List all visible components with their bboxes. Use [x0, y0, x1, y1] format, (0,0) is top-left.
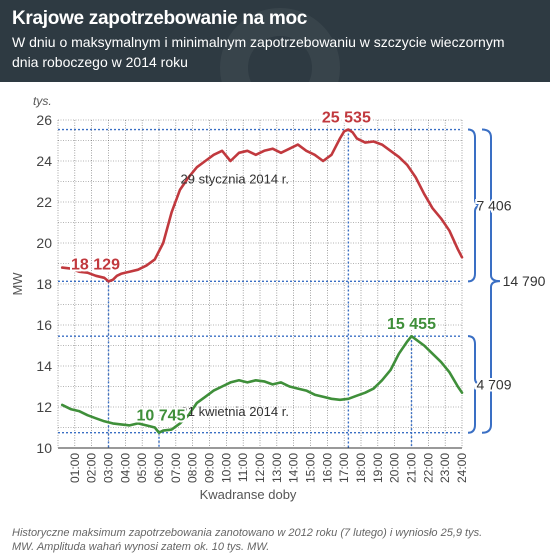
winter-range-brace — [467, 128, 483, 283]
x-tick-label: 16:00 — [320, 453, 334, 483]
x-tick-label: 21:00 — [405, 453, 419, 483]
x-tick-label: 19:00 — [371, 453, 385, 483]
x-tick-label: 08:00 — [186, 453, 200, 483]
x-tick-label: 12:00 — [253, 453, 267, 483]
y-tick-label: 12 — [36, 399, 52, 415]
x-tick-label: 24:00 — [455, 453, 469, 483]
x-axis-title: Kwadranse doby — [200, 487, 297, 502]
page-subtitle: W dniu o maksymalnym i minimalnym zapotr… — [12, 32, 512, 72]
y-tick-label: 14 — [36, 358, 52, 374]
total-range-brace — [481, 128, 501, 434]
winter-range-label: 7 406 — [476, 197, 511, 213]
y-unit-label: tys. — [33, 94, 52, 108]
x-tick-label: 22:00 — [421, 453, 435, 483]
x-tick-label: 15:00 — [304, 453, 318, 483]
series-label-winter: 29 stycznia 2014 r. — [181, 172, 289, 187]
x-tick-label: 04:00 — [118, 453, 132, 483]
y-tick-label: 18 — [36, 276, 52, 292]
spring-max-value-label: 15 455 — [387, 316, 436, 333]
spring-min-value-label: 10 745 — [137, 408, 186, 425]
x-tick-label: 09:00 — [203, 453, 217, 483]
y-tick-label: 16 — [36, 317, 52, 333]
series-line-winter — [60, 128, 464, 283]
header-banner: Krajowe zapotrzebowanie na moc W dniu o … — [0, 0, 550, 82]
series-label-spring: 21 kwietnia 2014 r. — [181, 404, 289, 419]
total-range-label: 14 790 — [503, 273, 546, 289]
y-tick-label: 26 — [36, 112, 52, 128]
x-tick-label: 13:00 — [270, 453, 284, 483]
page-title: Krajowe zapotrzebowanie na moc — [12, 8, 308, 29]
y-tick-label: 24 — [36, 153, 52, 169]
subtitle-line-2: dnia roboczego w 2014 roku — [12, 54, 188, 70]
x-tick-label: 07:00 — [169, 453, 183, 483]
spring-range-label: 4 709 — [476, 376, 511, 392]
x-tick-label: 14:00 — [287, 453, 301, 483]
winter-max-value-label: 25 535 — [322, 110, 371, 127]
x-tick-label: 01:00 — [68, 453, 82, 483]
winter-min-value-label: 18 129 — [71, 256, 120, 273]
spring-range-brace — [467, 335, 483, 434]
x-tick-label: 03:00 — [102, 453, 116, 483]
x-tick-label: 05:00 — [135, 453, 149, 483]
footnote-line-1: Historyczne maksimum zapotrzebowania zan… — [12, 527, 483, 539]
x-tick-label: 18:00 — [354, 453, 368, 483]
y-tick-label: 10 — [36, 440, 52, 456]
footnote: Historyczne maksimum zapotrzebowania zan… — [12, 526, 542, 554]
x-tick-label: 02:00 — [85, 453, 99, 483]
x-tick-label: 11:00 — [236, 453, 250, 482]
subtitle-line-1: W dniu o maksymalnym i minimalnym zapotr… — [12, 34, 505, 50]
x-tick-label: 10:00 — [219, 453, 233, 483]
footnote-line-2: MW. Amplituda wahań wynosi zatem ok. 10 … — [12, 541, 270, 553]
x-tick-label: 06:00 — [152, 453, 166, 483]
x-tick-label: 17:00 — [337, 453, 351, 483]
y-tick-label: 22 — [36, 194, 52, 210]
y-tick-label: 20 — [36, 235, 52, 251]
y-axis-title: MW — [10, 272, 25, 296]
series-line-spring — [60, 334, 464, 435]
x-tick-label: 20:00 — [388, 453, 402, 483]
x-tick-label: 23:00 — [438, 453, 452, 483]
